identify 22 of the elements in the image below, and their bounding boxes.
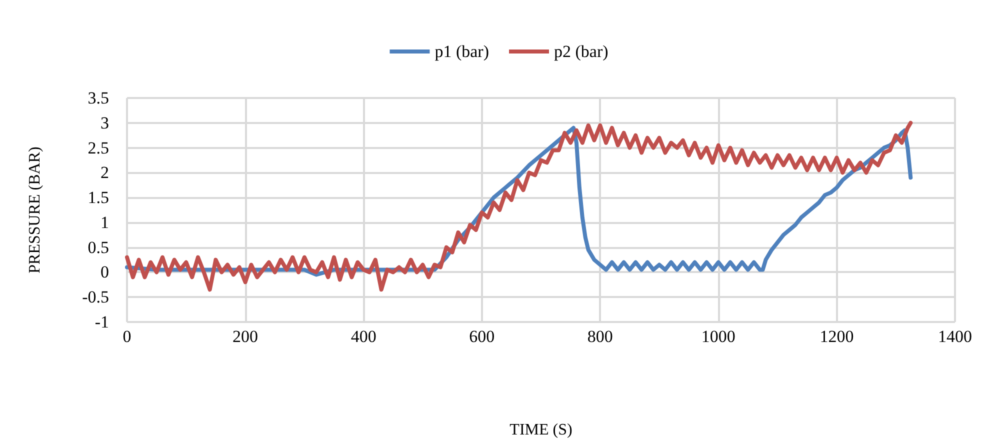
legend-label: p1 (bar)	[434, 42, 489, 61]
x-tick-label: 1000	[701, 327, 736, 346]
x-tick-label: 1200	[820, 327, 854, 346]
x-tick-label: 200	[232, 327, 258, 346]
y-tick-label: 2.5	[88, 138, 109, 158]
legend-label: p2 (bar)	[554, 42, 608, 61]
x-tick-label: 0	[122, 327, 132, 346]
x-axis-title: TIME (S)	[510, 422, 572, 438]
y-tick-label: 0	[100, 262, 109, 282]
x-tick-label: 1400	[938, 327, 972, 346]
y-tick-label: -1	[94, 312, 109, 332]
x-tick-label: 800	[587, 327, 613, 346]
y-axis-title: PRESSURE (BAR)	[26, 146, 44, 274]
y-tick-label: 3.5	[88, 88, 109, 108]
x-tick-label: 400	[350, 327, 376, 346]
y-tick-label: 2	[100, 163, 109, 182]
y-tick-label: 0.5	[88, 238, 109, 257]
y-tick-label: 1.5	[88, 188, 109, 208]
y-tick-label: -0.5	[82, 288, 109, 307]
x-tick-label: 600	[469, 327, 495, 346]
y-tick-label: 3	[100, 113, 109, 132]
y-tick-label: 1	[100, 212, 109, 232]
